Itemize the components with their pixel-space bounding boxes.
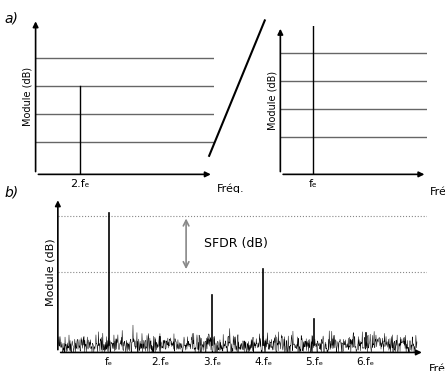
Text: Fréq.: Fréq. (430, 186, 445, 197)
Y-axis label: Module (dB): Module (dB) (45, 239, 55, 306)
Text: a): a) (4, 11, 18, 25)
Text: Fréquence: Fréquence (429, 364, 445, 371)
Y-axis label: Module (dB): Module (dB) (23, 67, 33, 126)
Y-axis label: Module (dB): Module (dB) (267, 70, 278, 130)
Text: b): b) (4, 186, 19, 200)
Text: Fréq.: Fréq. (217, 184, 245, 194)
Text: SFDR (dB): SFDR (dB) (204, 237, 268, 250)
